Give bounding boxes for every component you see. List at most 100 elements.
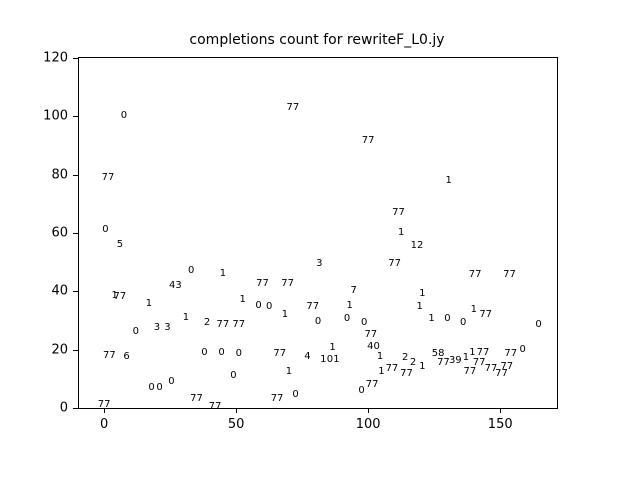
point-label: 1	[145, 298, 153, 310]
point-label: 0	[102, 224, 109, 236]
chart-title: completions count for rewriteF_L0.jy	[189, 32, 445, 48]
y-axis-tick	[73, 291, 78, 293]
point-label: 1	[182, 311, 190, 323]
point-label: 77	[476, 346, 490, 358]
point-label: 39	[448, 355, 462, 367]
point-label: 0	[358, 384, 365, 396]
point-label: 1	[285, 365, 293, 377]
point-label: 0	[460, 317, 467, 329]
point-label: 77	[97, 399, 111, 411]
point-label: 77	[400, 368, 413, 380]
x-axis-tick-label: 100	[355, 417, 381, 432]
x-axis-tick	[104, 408, 106, 413]
y-axis-tick-label: 0	[59, 400, 68, 416]
point-label: 77	[364, 329, 378, 341]
point-label: 1	[398, 227, 405, 238]
point-label: 0	[156, 381, 163, 393]
point-label: 77	[102, 349, 116, 361]
point-label: 0	[519, 343, 526, 355]
point-label: 1	[329, 342, 336, 354]
point-label: 0	[361, 317, 368, 329]
point-label: 1	[320, 353, 327, 365]
point-label: 0	[265, 301, 273, 313]
y-axis-tick	[73, 174, 78, 176]
point-label: 77	[113, 291, 127, 303]
point-label: 77	[463, 365, 477, 377]
point-label: 4	[304, 350, 311, 362]
point-label: 2	[409, 356, 417, 368]
point-label: 5	[116, 238, 124, 250]
point-label: 40	[367, 340, 380, 352]
point-label: 1	[239, 294, 246, 306]
point-label: 7	[350, 285, 357, 297]
x-axis-tick	[236, 408, 238, 413]
point-label: 77	[472, 356, 486, 368]
point-label: 0	[535, 318, 542, 330]
point-label: 1	[378, 365, 385, 377]
point-label: 1	[281, 308, 289, 320]
point-label: 77	[392, 206, 405, 218]
point-label: 77	[503, 269, 516, 281]
point-label: 77	[281, 278, 294, 290]
point-label: 0	[255, 299, 262, 311]
x-axis-tick-label: 150	[487, 417, 513, 432]
point-label: 77	[286, 101, 300, 113]
y-axis-tick-label: 20	[51, 342, 68, 358]
point-label: 1	[428, 313, 435, 325]
y-axis-tick	[73, 233, 78, 234]
point-label: 77	[484, 362, 498, 374]
point-label: 0	[235, 348, 242, 360]
point-label: 0	[326, 353, 334, 365]
point-label: 1	[462, 352, 470, 364]
point-label: 1	[445, 174, 452, 186]
x-axis-tick	[368, 408, 370, 413]
point-label: 0	[168, 375, 175, 387]
point-label: 77	[468, 269, 482, 281]
point-label: 0	[120, 110, 128, 122]
point-label: 77	[101, 171, 115, 183]
point-label: 12	[410, 240, 424, 252]
point-label: 0	[444, 313, 451, 325]
point-label: 77	[361, 135, 375, 147]
point-label: 0	[188, 264, 195, 276]
point-label: 77	[216, 318, 230, 330]
x-axis-tick-label: 0	[99, 417, 109, 432]
y-axis-tick-label: 80	[51, 167, 68, 183]
point-label: 77	[256, 278, 269, 290]
point-label: 1	[470, 304, 477, 316]
point-label: 0	[132, 326, 139, 338]
point-label: 1	[419, 288, 426, 300]
y-axis-tick	[73, 58, 78, 59]
y-axis-tick-label: 120	[43, 50, 68, 66]
point-label: 0	[343, 313, 351, 325]
point-label: 77	[365, 378, 379, 390]
point-label: 3	[164, 321, 171, 333]
point-label: 0	[218, 346, 225, 358]
point-label: 2	[203, 317, 211, 329]
point-label: 77	[306, 301, 320, 313]
y-axis-tick	[73, 116, 78, 118]
point-label: 77	[500, 361, 514, 373]
point-label: 3	[316, 257, 323, 269]
point-label: 77	[495, 368, 508, 380]
point-label: 1	[346, 299, 353, 311]
point-label: 77	[208, 400, 222, 412]
point-label: 1	[219, 267, 227, 279]
point-label: 77	[385, 362, 399, 374]
point-label: 1	[469, 346, 476, 358]
point-label: 77	[504, 348, 518, 360]
y-axis-tick-label: 100	[43, 108, 68, 124]
y-axis-tick-label: 40	[51, 283, 68, 299]
point-label: 77	[479, 308, 493, 320]
y-axis-tick	[73, 349, 78, 351]
y-axis-tick	[73, 408, 78, 409]
point-label: 1	[416, 301, 423, 313]
x-axis-tick-label: 50	[227, 417, 245, 432]
point-label: 43	[169, 279, 182, 291]
point-label: 0	[292, 388, 299, 400]
point-label: 77	[437, 356, 450, 368]
y-axis-tick-label: 60	[51, 225, 68, 241]
point-label: 0	[201, 346, 208, 358]
point-label: 0	[230, 369, 237, 381]
